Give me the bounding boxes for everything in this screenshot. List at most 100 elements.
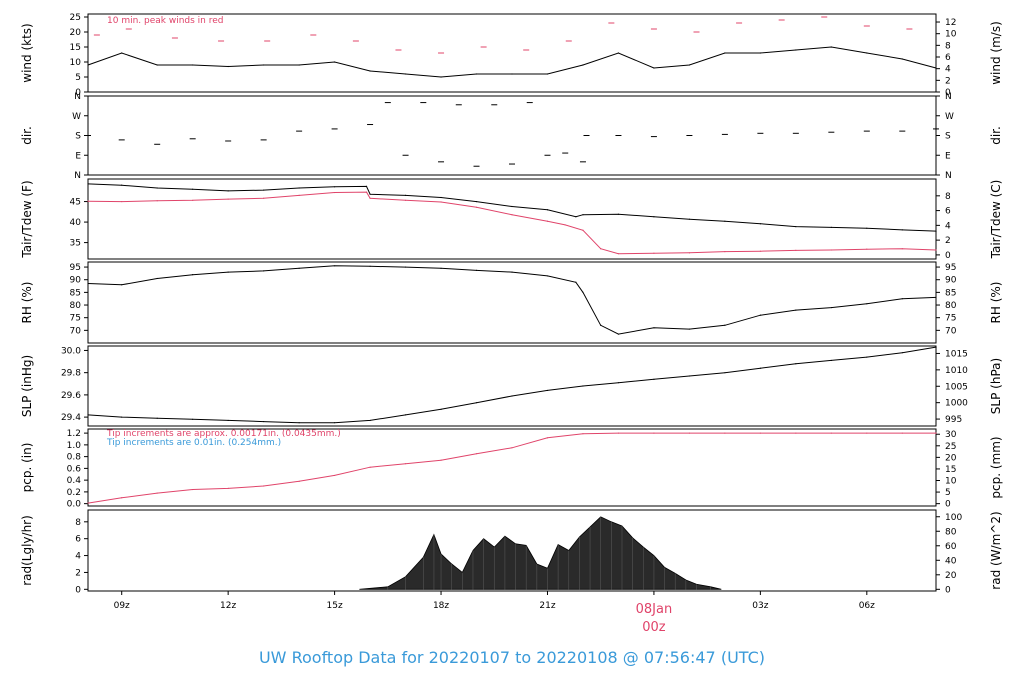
y-axis-title-left: pcp. (in) — [20, 443, 34, 493]
data-point — [440, 201, 442, 203]
data-point — [582, 385, 584, 387]
data-point — [404, 194, 407, 197]
series-line-0 — [87, 265, 937, 335]
data-point — [192, 488, 194, 491]
data-point — [935, 432, 937, 434]
right-tick-label: 8 — [945, 192, 951, 202]
right-tick-label: 20 — [945, 453, 957, 463]
left-tick-label: 90 — [70, 276, 82, 286]
data-point — [298, 187, 300, 189]
data-point — [830, 249, 832, 251]
series-line-0 — [87, 346, 937, 424]
left-tick-label: 70 — [70, 326, 82, 336]
right-tick-label: 40 — [945, 556, 957, 566]
right-tick-label: 6 — [945, 53, 951, 63]
data-point — [830, 432, 832, 434]
left-tick-label: 0.8 — [67, 453, 82, 463]
right-tick-label: 1010 — [945, 366, 968, 376]
panel-frame — [87, 95, 937, 176]
data-point — [369, 265, 371, 267]
right-tick-label: 0 — [945, 88, 951, 98]
left-tick-label: 1.2 — [67, 429, 81, 439]
left-tick-label: 29.8 — [61, 369, 81, 379]
left-tick-label: 0.6 — [67, 464, 82, 474]
data-point — [263, 270, 265, 272]
data-point — [724, 52, 726, 54]
x-tick-label: 21z — [539, 601, 555, 611]
left-tick-label: 25 — [70, 13, 81, 23]
panel-frame — [87, 428, 937, 507]
x-tick-label: 03z — [752, 601, 768, 611]
y-axis-title-right: SLP (hPa) — [989, 358, 1003, 414]
data-point — [617, 432, 620, 434]
data-point — [582, 64, 584, 66]
data-point — [653, 252, 655, 254]
data-point — [901, 58, 903, 60]
data-point — [759, 367, 761, 369]
y-axis-title-left: RH (%) — [20, 282, 34, 324]
left-tick-label: 85 — [70, 288, 81, 298]
data-point — [511, 205, 513, 208]
left-tick-label: 1.0 — [67, 441, 82, 451]
data-point — [617, 333, 620, 335]
data-point — [121, 284, 123, 286]
right-tick-label: 6 — [945, 207, 951, 217]
y-axis-title-left: wind (kts) — [20, 23, 34, 82]
data-point — [369, 197, 371, 199]
data-point — [263, 189, 265, 191]
right-tick-label: 2 — [945, 76, 951, 86]
data-point — [475, 402, 478, 404]
panel-rh: 70 75 80 85 90 95 70 75 80 85 90 95 RH (%) RH (%) — [20, 261, 1003, 344]
series-line-1 — [87, 191, 937, 255]
panel-annotation: 10 min. peak winds in red — [107, 16, 224, 26]
right-tick-label: 80 — [945, 527, 957, 537]
data-point — [333, 191, 336, 194]
data-point — [440, 267, 442, 269]
y-axis-title-left: Tair/Tdew (F) — [20, 180, 34, 258]
data-point — [404, 414, 407, 416]
data-point — [724, 251, 726, 253]
left-tick-label: 5 — [75, 73, 81, 83]
y-axis-title-right: RH (%) — [989, 282, 1003, 324]
data-point — [511, 447, 513, 449]
x-tick-label: 12z — [220, 601, 236, 611]
data-point — [830, 46, 832, 48]
y-axis-title-right: wind (m/s) — [989, 21, 1003, 85]
panel-frame — [87, 13, 937, 93]
data-point — [935, 346, 937, 348]
data-point — [298, 64, 300, 66]
data-point — [333, 265, 336, 267]
x-tick-label: 18z — [433, 601, 449, 611]
left-tick-label: 75 — [70, 314, 81, 324]
data-point — [724, 432, 726, 434]
panel-frame — [87, 178, 937, 260]
data-point — [87, 414, 89, 416]
data-point — [192, 274, 194, 276]
data-point — [724, 372, 726, 374]
left-tick-label: 0.2 — [67, 488, 81, 498]
data-point — [87, 282, 89, 285]
right-tick-label: N — [945, 92, 952, 102]
right-tick-label: 10 — [945, 477, 957, 487]
data-point — [830, 226, 832, 229]
x-tick-label-date: 08Jan — [636, 602, 673, 617]
data-point — [333, 186, 336, 188]
data-point — [759, 250, 761, 252]
data-point — [582, 291, 584, 293]
data-point — [688, 328, 691, 330]
y-axis-title-right: pcp. (mm) — [989, 436, 1003, 498]
left-tick-label: 40 — [70, 218, 82, 228]
right-tick-label: 4 — [945, 65, 951, 75]
data-point — [653, 216, 655, 218]
data-point — [617, 213, 620, 215]
panel-annotation-0: Tip increments are approx. 0.00171in. (0… — [106, 429, 341, 439]
left-tick-label: S — [75, 132, 81, 142]
left-tick-label: 35 — [70, 239, 81, 249]
left-tick-label: 30.0 — [61, 346, 81, 356]
data-point — [511, 214, 513, 216]
data-point — [688, 375, 691, 377]
left-tick-label: 45 — [70, 198, 81, 208]
